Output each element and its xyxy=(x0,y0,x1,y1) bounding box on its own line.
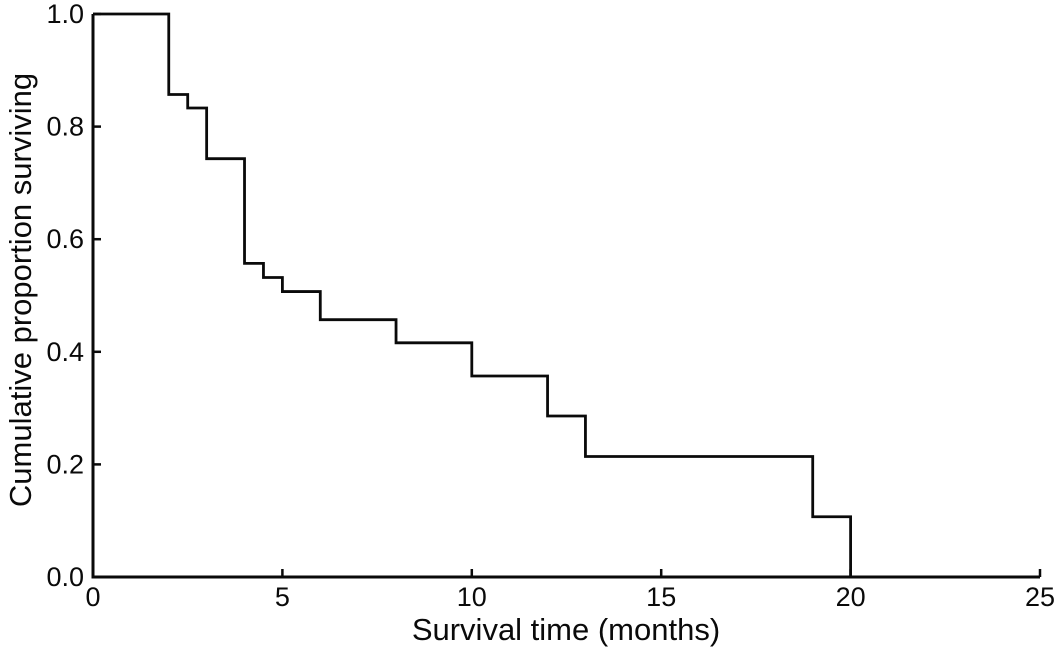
x-tick-label: 15 xyxy=(646,582,676,612)
y-axis-title: Cumulative proportion surviving xyxy=(3,73,38,507)
x-tick-label: 5 xyxy=(275,582,290,612)
curve-layer xyxy=(93,12,852,577)
x-tick-label: 0 xyxy=(85,582,100,612)
axis-spine xyxy=(91,14,1040,579)
survival-step-curve xyxy=(93,12,852,577)
axes-layer: 0 5 10 15 20 25 0.0 0.2 0.4 0.6 0.8 1.0 xyxy=(46,0,1055,612)
x-axis-title: Survival time (months) xyxy=(412,612,720,647)
y-tick-label: 0.2 xyxy=(46,449,84,479)
x-tick-label: 10 xyxy=(457,582,487,612)
x-tick-label: 25 xyxy=(1025,582,1055,612)
y-tick-label: 0.6 xyxy=(46,224,84,254)
y-tick-label: 0.4 xyxy=(46,337,84,367)
y-tick-label: 0.0 xyxy=(46,562,84,592)
x-tick-label: 20 xyxy=(836,582,866,612)
y-tick-label: 0.8 xyxy=(46,112,84,142)
y-tick-label: 1.0 xyxy=(46,0,84,29)
